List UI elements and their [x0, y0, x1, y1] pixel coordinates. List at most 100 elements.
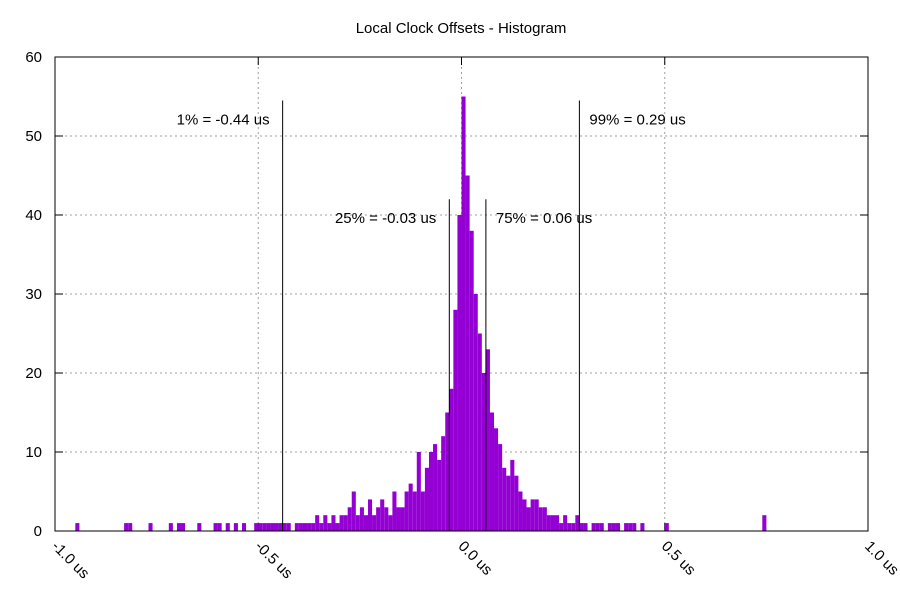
- bar: [599, 523, 604, 531]
- bar: [213, 523, 218, 531]
- bar: [494, 428, 499, 531]
- bar: [168, 523, 173, 531]
- bar: [433, 444, 438, 531]
- bar: [302, 523, 308, 531]
- bar: [181, 523, 186, 531]
- bar: [563, 515, 568, 531]
- bar: [424, 467, 429, 531]
- bar: [530, 499, 535, 531]
- plot-border: [54, 56, 869, 532]
- y-tick-label: 0: [34, 523, 42, 540]
- bar: [384, 507, 389, 531]
- bar: [640, 523, 645, 531]
- bar: [632, 523, 637, 531]
- bar: [595, 523, 600, 531]
- bar: [477, 333, 482, 531]
- bar: [307, 523, 312, 531]
- bar: [258, 523, 263, 531]
- y-tick-label: 50: [25, 128, 42, 145]
- bar: [628, 523, 633, 531]
- bar: [615, 523, 621, 531]
- bar: [128, 523, 133, 531]
- bar: [526, 507, 531, 531]
- bar: [335, 523, 340, 531]
- bar: [559, 523, 564, 531]
- annotation-label: 1% = -0.44 us: [177, 111, 270, 128]
- bar: [233, 523, 238, 531]
- bar: [331, 515, 336, 531]
- bar: [445, 412, 450, 531]
- bar: [412, 491, 417, 531]
- bar: [225, 523, 230, 531]
- bar: [286, 523, 291, 531]
- bar: [400, 507, 405, 531]
- bar: [311, 523, 316, 531]
- bar: [441, 436, 446, 531]
- bar: [534, 499, 539, 531]
- bar: [583, 523, 588, 531]
- bar: [343, 515, 348, 531]
- bar: [319, 523, 324, 531]
- bar: [388, 515, 393, 531]
- y-tick-label: 60: [25, 49, 42, 66]
- bar: [376, 507, 381, 531]
- bar: [624, 523, 629, 531]
- bar: [571, 523, 576, 531]
- bar: [506, 475, 511, 531]
- y-tick-label: 20: [25, 365, 42, 382]
- bar: [396, 507, 401, 531]
- bar: [461, 96, 466, 531]
- bar: [270, 523, 275, 531]
- bar: [579, 523, 584, 531]
- bar: [762, 515, 767, 531]
- bar: [465, 175, 470, 531]
- bar: [315, 515, 320, 531]
- bar: [554, 515, 560, 531]
- bar: [518, 491, 523, 531]
- bar: [510, 459, 515, 531]
- bar: [372, 515, 377, 531]
- bar: [368, 499, 373, 531]
- bar: [498, 444, 503, 531]
- annotation-label: 99% = 0.29 us: [589, 111, 685, 128]
- bar: [217, 523, 222, 531]
- bar: [355, 515, 360, 531]
- bar: [449, 388, 454, 531]
- y-tick-label: 40: [25, 207, 42, 224]
- bar: [538, 507, 543, 531]
- bar: [294, 523, 299, 531]
- bar: [575, 515, 580, 531]
- bar: [664, 523, 669, 531]
- bar: [176, 523, 182, 531]
- bar: [457, 215, 462, 531]
- y-tick-label: 10: [25, 444, 42, 461]
- bar: [428, 452, 434, 531]
- bar: [351, 491, 356, 531]
- chart-title: Local Clock Offsets - Histogram: [356, 20, 567, 37]
- bar: [611, 523, 616, 531]
- bar: [197, 523, 202, 531]
- bar: [546, 515, 551, 531]
- bar: [481, 373, 486, 531]
- bar: [489, 412, 495, 531]
- bar: [347, 507, 352, 531]
- bar: [124, 523, 129, 531]
- y-tick-label: 30: [25, 286, 42, 303]
- bar: [408, 483, 413, 531]
- bar: [254, 523, 259, 531]
- annotation-label: 25% = -0.03 us: [335, 210, 436, 227]
- bar: [282, 523, 287, 531]
- bar: [75, 523, 80, 531]
- bar: [380, 499, 385, 531]
- bar: [363, 515, 369, 531]
- bar: [392, 491, 397, 531]
- bar: [591, 523, 596, 531]
- bar: [607, 523, 612, 531]
- bar: [262, 523, 267, 531]
- bar: [241, 523, 247, 531]
- bar: [473, 294, 478, 531]
- bar: [437, 459, 442, 531]
- bar: [266, 523, 271, 531]
- bar: [485, 349, 490, 531]
